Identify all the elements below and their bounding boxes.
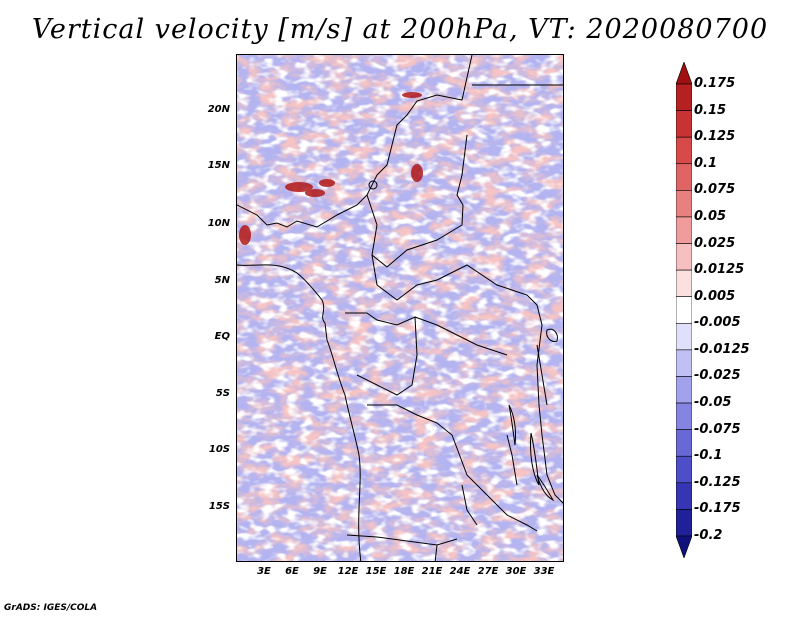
lon-tick-label: 30E <box>505 566 527 577</box>
colorbar-segment <box>676 296 692 324</box>
colorbar-segment <box>676 216 692 244</box>
colorbar-segment <box>676 62 692 85</box>
lon-tick-label: 24E <box>449 566 471 577</box>
lon-tick-label: 33E <box>533 566 555 577</box>
colorbar-level-label: -0.05 <box>694 395 732 411</box>
country-borders <box>237 55 563 561</box>
colorbar-segment <box>676 190 692 218</box>
colorbar-level-label: -0.125 <box>694 474 741 490</box>
colorbar-segment <box>676 482 692 510</box>
lakes <box>368 180 558 502</box>
lon-tick-label: 21E <box>421 566 443 577</box>
lat-tick-label: 10N <box>207 218 230 229</box>
colorbar <box>676 62 692 558</box>
lon-tick-label: 3E <box>257 566 271 577</box>
colorbar-segment <box>676 349 692 377</box>
lon-tick-label: 18E <box>393 566 415 577</box>
colorbar-level-label: -0.1 <box>694 448 723 464</box>
colorbar-segment <box>676 376 692 404</box>
colorbar-level-label: 0.025 <box>694 235 736 251</box>
lon-tick-label: 9E <box>313 566 327 577</box>
colorbar-segment <box>676 110 692 138</box>
lon-tick-label: 15E <box>365 566 387 577</box>
colorbar-level-label: 0.15 <box>694 102 727 118</box>
lon-tick-label: 12E <box>337 566 359 577</box>
strong-updraft-cluster <box>239 92 423 245</box>
colorbar-segment <box>676 136 692 165</box>
colorbar-level-label: 0.05 <box>694 208 727 224</box>
colorbar-level-label: 0.005 <box>694 288 736 304</box>
plot-title: Vertical velocity [m/s] at 200hPa, VT: 2… <box>31 14 769 45</box>
lat-tick-label: 5S <box>215 388 230 399</box>
lat-tick-label: 15N <box>207 160 230 171</box>
colorbar-level-label: -0.075 <box>694 421 741 437</box>
colorbar-level-label: 0.0125 <box>694 262 745 278</box>
lat-tick-label: 5N <box>214 275 230 286</box>
colorbar-level-label: 0.075 <box>694 182 736 198</box>
colorbar-segment <box>676 455 692 484</box>
colorbar-level-label: 0.1 <box>694 155 718 171</box>
lat-tick-label: EQ <box>214 331 230 342</box>
colorbar-level-label: -0.2 <box>694 528 723 543</box>
lat-tick-label: 10S <box>208 444 230 455</box>
colorbar-segment <box>676 429 692 457</box>
colorbar-level-label: 0.175 <box>694 76 736 91</box>
colorbar-segment <box>676 535 692 558</box>
near-zero-layer <box>237 55 563 561</box>
colorbar-segment <box>676 83 692 111</box>
map-plot-area <box>236 54 564 562</box>
lat-tick-label: 15S <box>208 501 230 512</box>
footer-credit: GrADS: IGES/COLA <box>4 603 98 613</box>
colorbar-segment <box>676 243 692 271</box>
colorbar-segment <box>676 269 692 298</box>
colorbar-level-label: -0.0125 <box>694 341 750 357</box>
colorbar-segment <box>676 509 692 537</box>
lon-tick-label: 27E <box>477 566 499 577</box>
colorbar-segment <box>676 163 692 191</box>
velocity-field-map <box>237 55 563 561</box>
lat-tick-label: 20N <box>207 104 230 115</box>
colorbar-level-label: 0.125 <box>694 129 736 145</box>
colorbar-level-label: -0.175 <box>694 501 741 517</box>
colorbar-level-label: -0.005 <box>694 315 741 331</box>
colorbar-segment <box>676 402 692 430</box>
colorbar-segment <box>676 322 692 351</box>
colorbar-level-label: -0.025 <box>694 368 741 384</box>
lon-tick-label: 6E <box>285 566 299 577</box>
